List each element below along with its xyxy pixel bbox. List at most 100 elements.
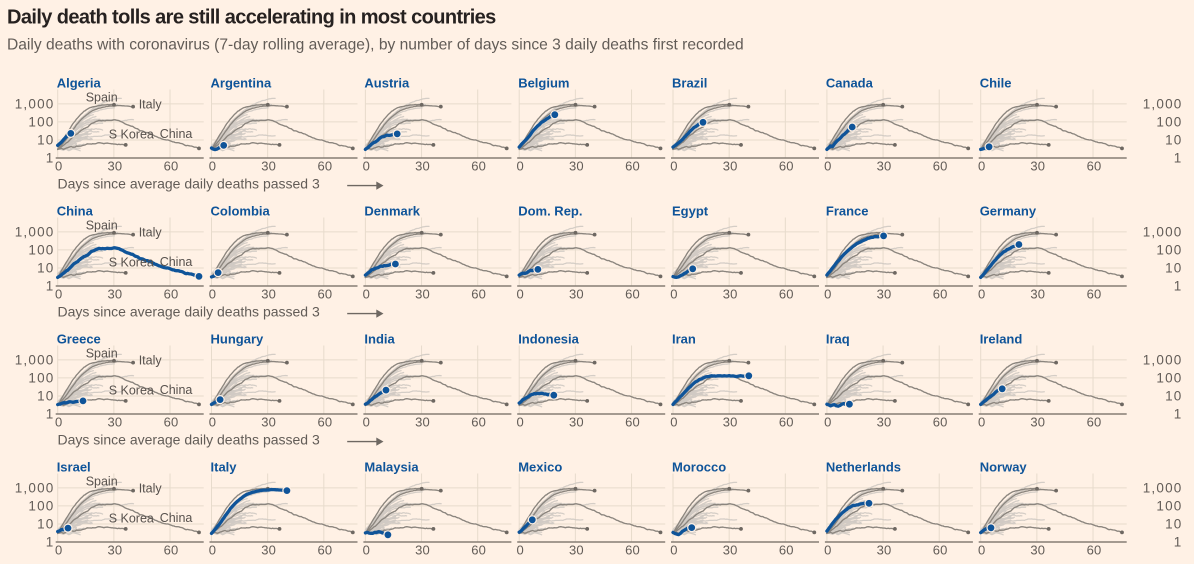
svg-text:Dom. Rep.: Dom. Rep.: [518, 204, 582, 219]
svg-text:Mexico: Mexico: [518, 460, 562, 475]
svg-text:60: 60: [164, 543, 179, 558]
svg-text:1,000: 1,000: [1143, 481, 1183, 496]
svg-text:30: 30: [107, 543, 122, 558]
svg-text:Spain: Spain: [86, 347, 118, 361]
svg-text:30: 30: [107, 159, 122, 174]
svg-text:30: 30: [569, 543, 584, 558]
svg-text:0: 0: [978, 159, 985, 174]
svg-text:0: 0: [978, 543, 985, 558]
svg-text:1: 1: [1174, 535, 1183, 550]
svg-text:1: 1: [1174, 279, 1183, 294]
svg-text:60: 60: [933, 543, 948, 558]
svg-text:10: 10: [1165, 261, 1182, 276]
svg-text:0: 0: [363, 159, 370, 174]
svg-text:60: 60: [933, 159, 948, 174]
svg-text:0: 0: [824, 543, 831, 558]
svg-text:30: 30: [415, 543, 430, 558]
svg-text:30: 30: [415, 287, 430, 302]
svg-text:Italy: Italy: [139, 226, 163, 240]
svg-text:30: 30: [723, 159, 738, 174]
svg-text:30: 30: [877, 287, 892, 302]
svg-text:60: 60: [625, 415, 640, 430]
svg-text:S Korea: S Korea: [109, 256, 154, 270]
svg-text:Days since average daily death: Days since average daily deaths passed 3: [58, 304, 320, 320]
svg-text:30: 30: [415, 159, 430, 174]
svg-text:60: 60: [471, 159, 486, 174]
svg-text:0: 0: [209, 287, 216, 302]
svg-text:1,000: 1,000: [1143, 224, 1183, 239]
svg-text:60: 60: [317, 287, 332, 302]
svg-text:0: 0: [209, 543, 216, 558]
svg-text:100: 100: [28, 115, 54, 130]
svg-text:Italy: Italy: [139, 354, 163, 368]
svg-text:Denmark: Denmark: [364, 204, 420, 219]
svg-text:0: 0: [516, 543, 523, 558]
svg-text:30: 30: [569, 415, 584, 430]
svg-text:30: 30: [415, 415, 430, 430]
svg-text:Spain: Spain: [86, 219, 118, 233]
svg-text:Malaysia: Malaysia: [364, 460, 419, 475]
svg-text:30: 30: [723, 543, 738, 558]
svg-text:60: 60: [1087, 415, 1102, 430]
svg-text:1,000: 1,000: [15, 96, 55, 111]
svg-text:Norway: Norway: [980, 460, 1028, 475]
svg-text:China: China: [160, 255, 193, 269]
svg-text:Iran: Iran: [672, 332, 696, 347]
svg-text:60: 60: [779, 159, 794, 174]
svg-text:0: 0: [670, 415, 677, 430]
svg-text:China: China: [160, 511, 193, 525]
svg-text:1: 1: [46, 151, 55, 166]
svg-text:0: 0: [55, 415, 62, 430]
svg-text:Days since average daily death: Days since average daily deaths passed 3: [58, 176, 320, 192]
svg-text:30: 30: [1030, 287, 1045, 302]
svg-text:0: 0: [824, 287, 831, 302]
svg-text:1: 1: [46, 279, 55, 294]
svg-text:0: 0: [516, 415, 523, 430]
svg-text:60: 60: [317, 415, 332, 430]
svg-text:60: 60: [471, 415, 486, 430]
svg-text:Italy: Italy: [139, 482, 163, 496]
svg-text:1: 1: [1174, 151, 1183, 166]
svg-text:60: 60: [933, 415, 948, 430]
svg-text:Germany: Germany: [980, 204, 1037, 219]
svg-text:1,000: 1,000: [15, 481, 55, 496]
svg-text:100: 100: [1156, 115, 1182, 130]
svg-text:Colombia: Colombia: [211, 204, 271, 219]
svg-text:30: 30: [569, 287, 584, 302]
svg-text:10: 10: [1165, 133, 1182, 148]
svg-text:30: 30: [261, 287, 276, 302]
svg-text:Italy: Italy: [139, 98, 163, 112]
svg-text:0: 0: [363, 287, 370, 302]
svg-text:60: 60: [779, 287, 794, 302]
svg-text:10: 10: [37, 517, 54, 532]
svg-text:60: 60: [1087, 287, 1102, 302]
svg-text:0: 0: [363, 543, 370, 558]
svg-text:Morocco: Morocco: [672, 460, 726, 475]
svg-text:30: 30: [877, 159, 892, 174]
svg-text:Canada: Canada: [826, 76, 874, 91]
svg-text:Austria: Austria: [364, 76, 410, 91]
svg-text:0: 0: [209, 159, 216, 174]
svg-text:60: 60: [164, 159, 179, 174]
svg-text:10: 10: [37, 261, 54, 276]
svg-text:30: 30: [261, 415, 276, 430]
svg-text:10: 10: [37, 133, 54, 148]
svg-text:1,000: 1,000: [1143, 96, 1183, 111]
svg-text:60: 60: [1087, 543, 1102, 558]
svg-text:1,000: 1,000: [1143, 353, 1183, 368]
svg-text:60: 60: [164, 287, 179, 302]
svg-text:1: 1: [46, 535, 55, 550]
svg-text:S Korea: S Korea: [109, 384, 154, 398]
svg-text:Iraq: Iraq: [826, 332, 850, 347]
svg-text:0: 0: [824, 415, 831, 430]
svg-text:Netherlands: Netherlands: [826, 460, 901, 475]
svg-text:100: 100: [1156, 243, 1182, 258]
svg-text:Greece: Greece: [57, 332, 101, 347]
svg-text:30: 30: [1030, 543, 1045, 558]
svg-text:10: 10: [1165, 517, 1182, 532]
svg-text:Hungary: Hungary: [211, 332, 265, 347]
svg-text:China: China: [57, 204, 94, 219]
svg-text:China: China: [160, 383, 193, 397]
svg-text:60: 60: [1087, 159, 1102, 174]
svg-text:60: 60: [471, 287, 486, 302]
